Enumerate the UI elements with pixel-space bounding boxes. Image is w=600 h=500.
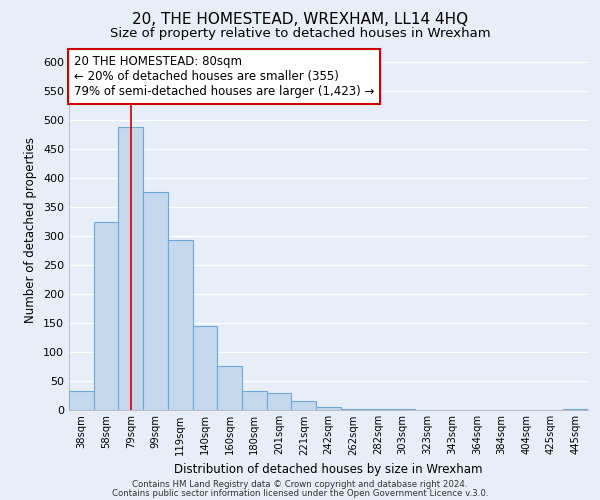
Text: 20 THE HOMESTEAD: 80sqm
← 20% of detached houses are smaller (355)
79% of semi-d: 20 THE HOMESTEAD: 80sqm ← 20% of detache… — [74, 56, 374, 98]
Bar — [118, 126, 143, 410]
Bar — [217, 366, 242, 410]
Bar — [563, 409, 588, 410]
Text: Contains public sector information licensed under the Open Government Licence v.: Contains public sector information licen… — [112, 488, 488, 498]
Bar — [143, 192, 168, 410]
Y-axis label: Number of detached properties: Number of detached properties — [25, 137, 37, 323]
Bar — [242, 392, 267, 410]
Bar — [94, 222, 118, 410]
Bar — [316, 406, 341, 410]
X-axis label: Distribution of detached houses by size in Wrexham: Distribution of detached houses by size … — [174, 463, 483, 476]
Bar — [292, 400, 316, 410]
Text: Contains HM Land Registry data © Crown copyright and database right 2024.: Contains HM Land Registry data © Crown c… — [132, 480, 468, 489]
Bar — [193, 326, 217, 410]
Text: Size of property relative to detached houses in Wrexham: Size of property relative to detached ho… — [110, 28, 490, 40]
Bar — [168, 240, 193, 410]
Bar — [267, 392, 292, 410]
Text: 20, THE HOMESTEAD, WREXHAM, LL14 4HQ: 20, THE HOMESTEAD, WREXHAM, LL14 4HQ — [132, 12, 468, 28]
Bar — [69, 392, 94, 410]
Bar — [341, 409, 365, 410]
